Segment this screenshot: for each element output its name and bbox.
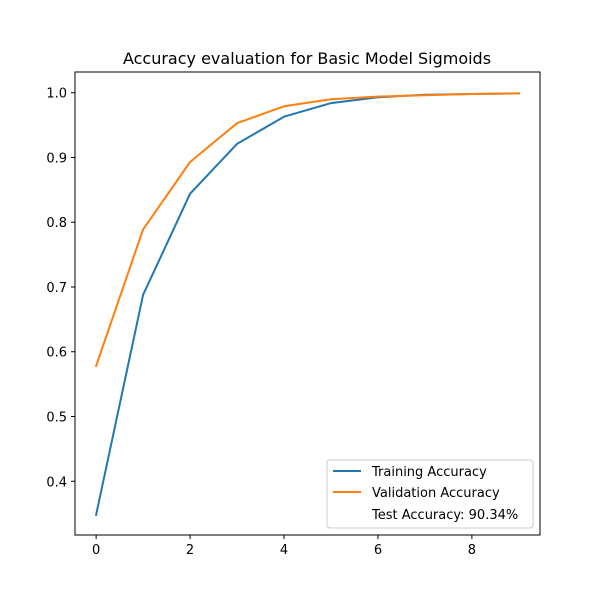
- x-tick-label: 2: [186, 543, 194, 558]
- legend-label-test-accuracy: Test Accuracy: 90.34%: [371, 508, 518, 523]
- y-tick-label: 0.4: [46, 475, 67, 490]
- legend: Training Accuracy Validation Accuracy Te…: [326, 459, 534, 529]
- x-tick-label: 4: [280, 543, 288, 558]
- y-tick-label: 0.9: [46, 151, 67, 166]
- legend-label-training: Training Accuracy: [371, 465, 487, 480]
- chart-title: Accuracy evaluation for Basic Model Sigm…: [123, 49, 491, 68]
- legend-label-validation: Validation Accuracy: [372, 486, 500, 501]
- x-tick-label: 6: [374, 543, 382, 558]
- y-tick-label: 1.0: [46, 87, 67, 102]
- y-tick-label: 0.6: [46, 346, 67, 361]
- x-axis: 0 2 4 6 8: [92, 535, 476, 558]
- series-layer: [94, 92, 520, 517]
- x-tick-label: 0: [92, 543, 100, 558]
- series-line-validation-accuracy: [94, 92, 520, 368]
- x-tick-label: 8: [468, 543, 476, 558]
- y-tick-label: 0.8: [46, 216, 67, 231]
- plot-frame: [74, 71, 541, 536]
- y-axis: 0.4 0.5 0.6 0.7 0.8 0.9 1.0: [46, 87, 75, 490]
- y-tick-label: 0.7: [46, 281, 67, 296]
- legend-box: [326, 459, 534, 529]
- y-tick-label: 0.5: [46, 410, 67, 425]
